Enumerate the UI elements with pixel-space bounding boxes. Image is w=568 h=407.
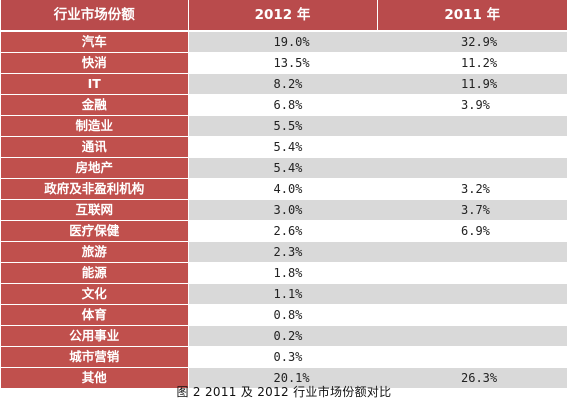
row-category-label: 汽车 [1,31,189,53]
value-2012-cell: 0.3% [188,346,377,368]
value-2012-cell: 3.0% [188,199,377,221]
table-row: 其他 20.1% 26.3% [1,367,567,389]
value-2011-cell [377,115,567,137]
column-header-category: 行业市场份额 [1,0,189,32]
market-share-figure: 行业市场份额 2012 年 2011 年 汽车 19.0% 32.9% 快消 13.5%… [1,0,567,399]
value-2012-cell: 6.8% [188,94,377,116]
value-2011-cell: 6.9% [377,220,567,242]
row-category-label: 金融 [1,94,189,116]
table-row: 金融 6.8% 3.9% [1,94,567,116]
table-row: 汽车 19.0% 32.9% [1,31,567,53]
market-share-table: 行业市场份额 2012 年 2011 年 汽车 19.0% 32.9% 快消 13.5%… [1,0,567,389]
value-2011-cell [377,304,567,326]
row-category-label: 制造业 [1,115,189,137]
table-row: 政府及非盈利机构 4.0% 3.2% [1,178,567,200]
value-2011-cell: 11.2% [377,52,567,74]
value-2011-cell: 3.2% [377,178,567,200]
value-2012-cell: 19.0% [188,31,377,53]
value-2011-cell [377,241,567,263]
row-category-label: IT [1,73,189,95]
figure-caption: 图 2 2011 及 2012 行业市场份额对比 [176,385,392,399]
row-category-label: 旅游 [1,241,189,263]
table-row: 互联网 3.0% 3.7% [1,199,567,221]
value-2011-cell: 11.9% [377,73,567,95]
value-2011-cell [377,283,567,305]
row-category-label: 其他 [1,367,189,389]
value-2011-cell: 3.9% [377,94,567,116]
value-2012-cell: 0.2% [188,325,377,347]
row-category-label: 通讯 [1,136,189,158]
row-category-label: 能源 [1,262,189,284]
table-body: 汽车 19.0% 32.9% 快消 13.5% 11.2% IT 8.2% 11.9% 金融 6.8… [1,31,567,389]
row-category-label: 城市营销 [1,346,189,368]
row-category-label: 医疗保健 [1,220,189,242]
table-row: 文化 1.1% [1,283,567,305]
row-category-label: 政府及非盈利机构 [1,178,189,200]
value-2012-cell: 8.2% [188,73,377,95]
row-category-label: 互联网 [1,199,189,221]
value-2012-cell: 20.1% [188,367,377,389]
value-2012-cell: 5.4% [188,136,377,158]
table-row: IT 8.2% 11.9% [1,73,567,95]
value-2012-cell: 5.4% [188,157,377,179]
value-2012-cell: 1.1% [188,283,377,305]
table-row: 医疗保健 2.6% 6.9% [1,220,567,242]
table-row: 快消 13.5% 11.2% [1,52,567,74]
row-category-label: 房地产 [1,157,189,179]
table-row: 公用事业 0.2% [1,325,567,347]
value-2011-cell [377,325,567,347]
value-2012-cell: 4.0% [188,178,377,200]
row-category-label: 快消 [1,52,189,74]
value-2011-cell [377,346,567,368]
table-row: 体育 0.8% [1,304,567,326]
table-row: 房地产 5.4% [1,157,567,179]
table-header-row: 行业市场份额 2012 年 2011 年 [1,0,567,32]
table-row: 制造业 5.5% [1,115,567,137]
value-2011-cell: 3.7% [377,199,567,221]
value-2011-cell [377,136,567,158]
row-category-label: 体育 [1,304,189,326]
value-2012-cell: 2.3% [188,241,377,263]
value-2011-cell [377,262,567,284]
table-row: 通讯 5.4% [1,136,567,158]
value-2012-cell: 2.6% [188,220,377,242]
column-header-2012: 2012 年 [188,0,378,32]
table-row: 能源 1.8% [1,262,567,284]
value-2012-cell: 5.5% [188,115,377,137]
value-2012-cell: 1.8% [188,262,377,284]
value-2012-cell: 13.5% [188,52,377,74]
table-row: 旅游 2.3% [1,241,567,263]
table-row: 城市营销 0.3% [1,346,567,368]
value-2012-cell: 0.8% [188,304,377,326]
row-category-label: 公用事业 [1,325,189,347]
column-header-2011: 2011 年 [377,0,567,32]
value-2011-cell: 26.3% [377,367,567,389]
value-2011-cell: 32.9% [377,31,567,53]
row-category-label: 文化 [1,283,189,305]
value-2011-cell [377,157,567,179]
